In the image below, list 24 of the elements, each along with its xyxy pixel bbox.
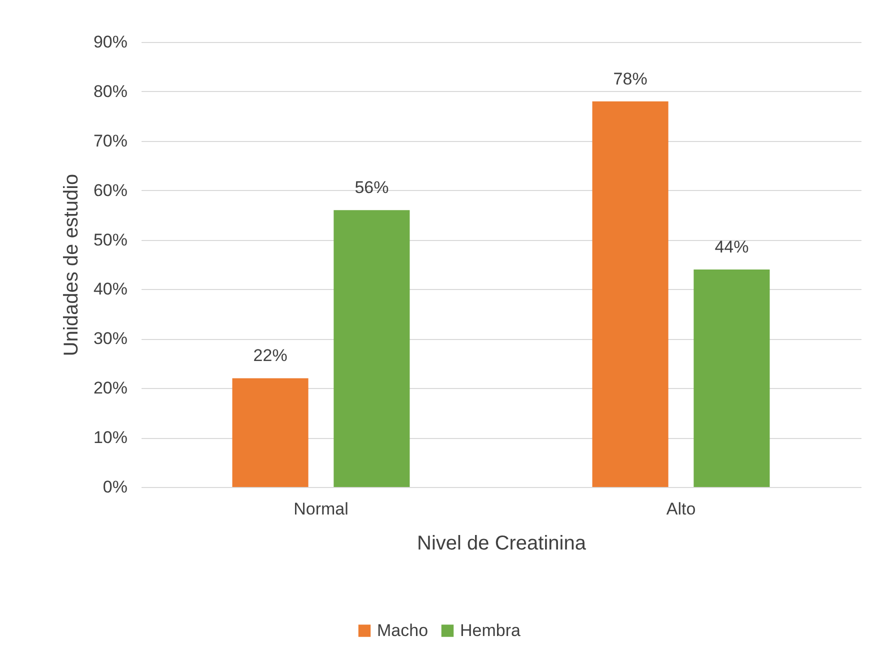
y-tick-label: 90% <box>93 32 128 52</box>
y-tick-label: 0% <box>102 478 128 496</box>
bar <box>592 101 668 487</box>
y-tick-label: 80% <box>93 82 128 101</box>
legend-label: Macho <box>377 620 428 640</box>
y-axis-title: Unidades de estudio <box>60 174 82 356</box>
x-tick-label: Normal <box>294 500 348 518</box>
y-tick-label: 60% <box>93 180 128 200</box>
y-tick-label: 50% <box>93 230 128 250</box>
y-tick-label: 40% <box>93 280 128 299</box>
data-label: 78% <box>613 69 648 88</box>
data-label: 22% <box>253 346 288 366</box>
x-tick-label: Alto <box>666 500 696 518</box>
bar <box>694 269 770 487</box>
x-axis-title: Nivel de Creatinina <box>417 532 587 554</box>
bar <box>334 210 410 487</box>
data-label: 44% <box>714 237 749 256</box>
data-label: 56% <box>354 178 389 198</box>
y-tick-label: 20% <box>93 378 128 398</box>
y-tick-label: 30% <box>93 329 128 348</box>
y-tick-label: 70% <box>93 131 128 150</box>
y-tick-label: 10% <box>93 428 128 448</box>
bar <box>232 378 308 487</box>
legend-label: Hembra <box>460 620 522 640</box>
